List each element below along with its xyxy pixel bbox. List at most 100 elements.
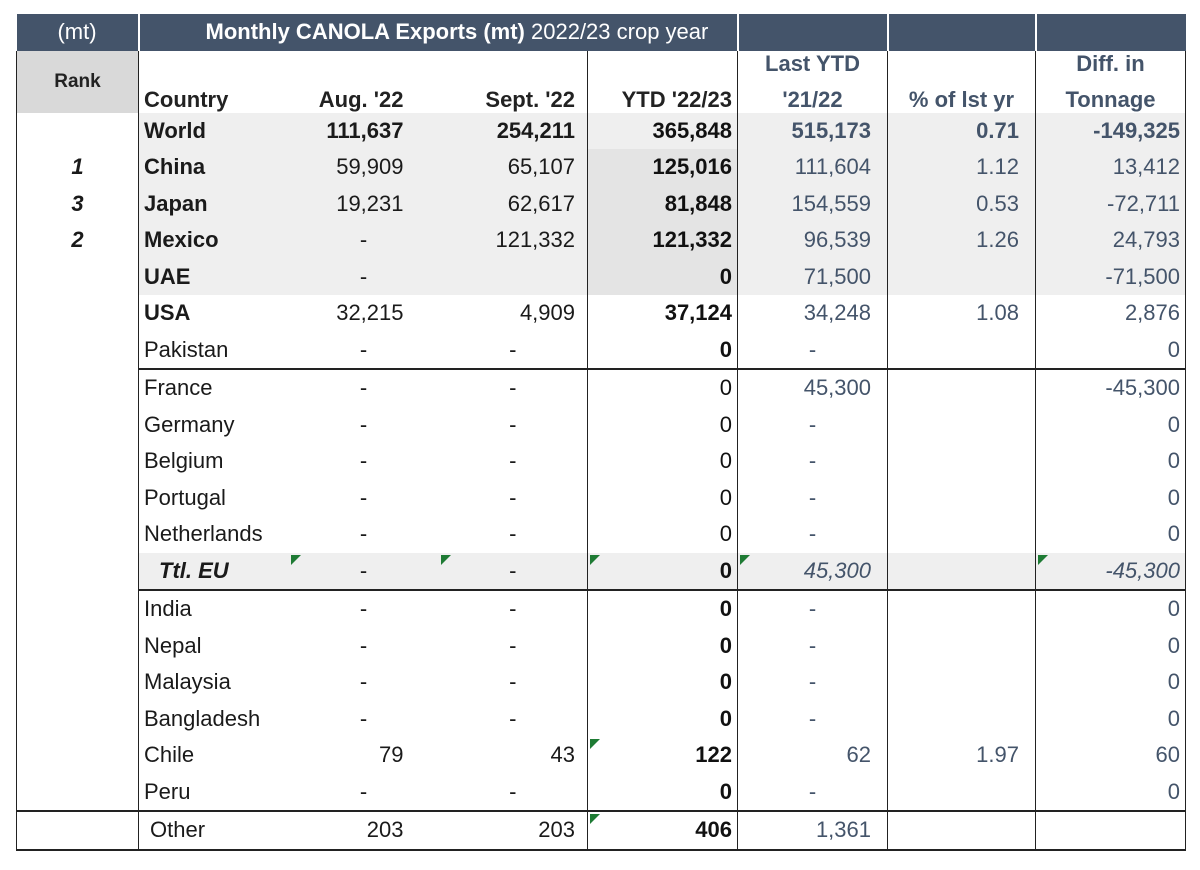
pct-cell: 1.97 xyxy=(887,737,1036,774)
ytd-cell: 0 xyxy=(587,443,738,480)
aug-cell: - xyxy=(359,336,368,362)
header-rank: Rank xyxy=(16,50,139,113)
rank-cell xyxy=(16,112,139,149)
rank-cell: 3 xyxy=(16,185,139,222)
diff-cell: 0 xyxy=(1035,773,1186,811)
table-row: Belgium - -0-0 xyxy=(16,443,1186,480)
rank-cell xyxy=(16,258,139,295)
country-cell: Peru xyxy=(138,773,289,811)
pct-cell xyxy=(887,627,1036,664)
ytd-cell: 0 xyxy=(587,406,738,443)
aug-cell: - xyxy=(359,632,368,658)
country-cell: Belgium xyxy=(138,443,289,480)
ytd-cell: 0 xyxy=(587,589,738,628)
table-row: USA 32,215 4,909 37,124 34,248 1.08 2,876 xyxy=(16,295,1186,332)
sep-cell: - xyxy=(438,368,588,407)
last-ytd-cell: 1,361 xyxy=(737,810,888,851)
table-row: Ttl. EU - -0 45,300 -45,300 xyxy=(16,552,1186,590)
table-row: Chile 79 43 122 62 1.97 60 xyxy=(16,737,1186,774)
table-title: Monthly CANOLA Exports (mt) 2022/23 crop… xyxy=(138,14,739,51)
diff-cell: -45,300 xyxy=(1035,552,1186,590)
pct-cell xyxy=(887,258,1036,295)
ytd-cell: 37,124 xyxy=(587,295,738,332)
aug-cell: 79 xyxy=(379,742,404,768)
diff-cell: 0 xyxy=(1035,443,1186,480)
sep-cell: - xyxy=(509,705,517,731)
pct-cell xyxy=(887,368,1036,407)
ytd-cell: 121,332 xyxy=(587,222,738,259)
title-blank xyxy=(737,14,889,51)
sep-cell: - xyxy=(509,778,517,804)
pct-cell xyxy=(887,479,1036,516)
aug-cell: - xyxy=(359,484,368,510)
last-ytd-cell: - xyxy=(737,773,888,811)
ytd-cell: 125,016 xyxy=(587,149,738,186)
rank-cell xyxy=(16,552,139,590)
header-aug: Aug. '22 xyxy=(288,50,439,113)
ytd-cell: 0 xyxy=(587,627,738,664)
canola-exports-table: (mt) Monthly CANOLA Exports (mt) 2022/23… xyxy=(16,14,1186,851)
sep-cell xyxy=(438,258,588,295)
ytd-cell: 0 xyxy=(587,664,738,701)
table-row: Bangladesh - -0-0 xyxy=(16,700,1186,737)
diff-cell: 60 xyxy=(1035,737,1186,774)
diff-cell: 0 xyxy=(1035,406,1186,443)
table-row: World 111,637 254,211 365,848 515,173 0.71 -14… xyxy=(16,112,1186,149)
pct-cell xyxy=(887,700,1036,737)
pct-cell: 1.08 xyxy=(887,295,1036,332)
header-row: Rank Country Aug. '22 Sept. '22 YTD '22/… xyxy=(16,50,1186,113)
aug-cell: - xyxy=(288,368,439,407)
last-ytd-cell: - xyxy=(737,589,888,628)
diff-cell: -149,325 xyxy=(1035,112,1186,149)
country-cell: Ttl. EU xyxy=(138,552,289,590)
country-cell: Germany xyxy=(138,406,289,443)
header-country: Country xyxy=(138,50,289,113)
last-ytd-cell: 111,604 xyxy=(737,149,888,186)
table-row: Netherlands - -0-0 xyxy=(16,516,1186,553)
table-row: Nepal - -0-0 xyxy=(16,627,1186,664)
last-ytd-cell: - xyxy=(737,479,888,516)
diff-cell: 0 xyxy=(1035,664,1186,701)
rank-cell xyxy=(16,479,139,516)
title-bar: (mt) Monthly CANOLA Exports (mt) 2022/23… xyxy=(16,14,1186,51)
last-ytd-cell: 34,248 xyxy=(737,295,888,332)
rank-cell xyxy=(16,516,139,553)
header-ytd: YTD '22/23 xyxy=(587,50,738,113)
rank-cell xyxy=(16,443,139,480)
pct-cell xyxy=(887,516,1036,553)
table-row: 3 Japan 19,231 62,617 81,848 154,559 0.53 -72,7… xyxy=(16,185,1186,222)
header-last-ytd-line1: Last YTD xyxy=(765,50,860,76)
country-cell: China xyxy=(138,149,289,186)
country-cell: Portugal xyxy=(138,479,289,516)
ytd-cell: 0 xyxy=(587,479,738,516)
pct-cell xyxy=(887,552,1036,590)
aug-cell: - xyxy=(359,448,368,474)
diff-cell: 0 xyxy=(1035,700,1186,737)
aug-cell: - xyxy=(288,589,439,628)
last-ytd-cell: - xyxy=(737,516,888,553)
sep-cell: - xyxy=(509,484,517,510)
diff-cell: 0 xyxy=(1035,479,1186,516)
ytd-cell: 0 xyxy=(587,773,738,811)
aug-cell: - xyxy=(288,222,439,259)
table-row: Peru - -0-0 xyxy=(16,773,1186,811)
rank-cell xyxy=(16,406,139,443)
rank-cell xyxy=(16,737,139,774)
pct-cell xyxy=(887,443,1036,480)
pct-cell: 0.53 xyxy=(887,185,1036,222)
table-row: Malaysia - -0-0 xyxy=(16,664,1186,701)
aug-cell: 59,909 xyxy=(288,149,439,186)
header-diff: Diff. in Tonnage xyxy=(1035,50,1186,113)
table-row: 1 China 59,909 65,107 125,016 111,604 1.12 13,4… xyxy=(16,149,1186,186)
last-ytd-cell: 154,559 xyxy=(737,185,888,222)
diff-cell: 0 xyxy=(1035,627,1186,664)
table-row: UAE - 0 71,500 -71,500 xyxy=(16,258,1186,295)
aug-cell: - xyxy=(359,521,368,547)
sep-cell: - xyxy=(438,552,588,590)
diff-cell: 0 xyxy=(1035,331,1186,369)
sep-cell: - xyxy=(509,632,517,658)
pct-cell xyxy=(887,589,1036,628)
country-cell: Mexico xyxy=(138,222,289,259)
sep-cell: 62,617 xyxy=(438,185,588,222)
pct-cell: 1.12 xyxy=(887,149,1036,186)
